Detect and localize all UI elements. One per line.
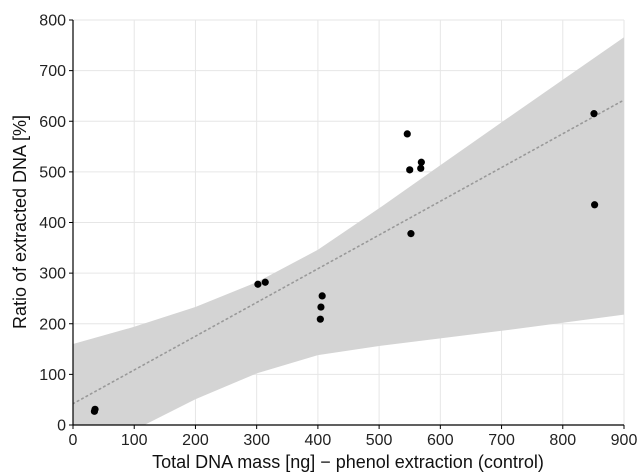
- data-point: [254, 280, 262, 288]
- data-point: [406, 166, 414, 174]
- y-tick-label: 400: [39, 215, 66, 232]
- confidence-band-layer: [73, 37, 624, 425]
- x-tick-label: 300: [243, 432, 270, 449]
- y-tick-label: 300: [39, 266, 66, 283]
- y-tick-label: 0: [57, 418, 66, 435]
- confidence-band: [73, 37, 624, 425]
- data-point: [316, 315, 324, 323]
- data-point: [91, 405, 99, 413]
- trend-line: [73, 99, 624, 405]
- x-axis-title: Total DNA mass [ng] − phenol extraction …: [152, 452, 544, 472]
- y-axis-title: Ratio of extracted DNA [%]: [10, 115, 30, 329]
- x-tick-label: 600: [427, 432, 454, 449]
- data-point: [590, 110, 598, 118]
- data-point: [417, 158, 425, 166]
- x-tick-label: 0: [69, 432, 78, 449]
- x-tick-label: 800: [549, 432, 576, 449]
- axes: [69, 19, 625, 429]
- x-tick-label: 400: [305, 432, 332, 449]
- y-tick-label: 700: [39, 63, 66, 80]
- data-point: [417, 164, 425, 172]
- y-tick-label: 800: [39, 13, 66, 30]
- x-tick-label: 700: [488, 432, 515, 449]
- tick-labels: 0 100 200 300 400 500 600 700 800 900 0 100 200 300 40…: [39, 13, 637, 450]
- y-tick-label: 500: [39, 164, 66, 181]
- data-point: [261, 278, 269, 286]
- data-point: [317, 303, 325, 311]
- x-tick-label: 200: [182, 432, 209, 449]
- x-tick-label: 100: [121, 432, 148, 449]
- y-tick-label: 100: [39, 367, 66, 384]
- data-points: [90, 110, 599, 415]
- y-tick-label: 600: [39, 114, 66, 131]
- data-point: [318, 292, 326, 300]
- data-point: [407, 230, 415, 238]
- y-tick-label: 200: [39, 316, 66, 333]
- data-point: [591, 201, 599, 209]
- x-tick-label: 500: [366, 432, 393, 449]
- trend-line-layer: [73, 99, 624, 405]
- x-tick-label: 900: [611, 432, 638, 449]
- data-point: [403, 130, 411, 138]
